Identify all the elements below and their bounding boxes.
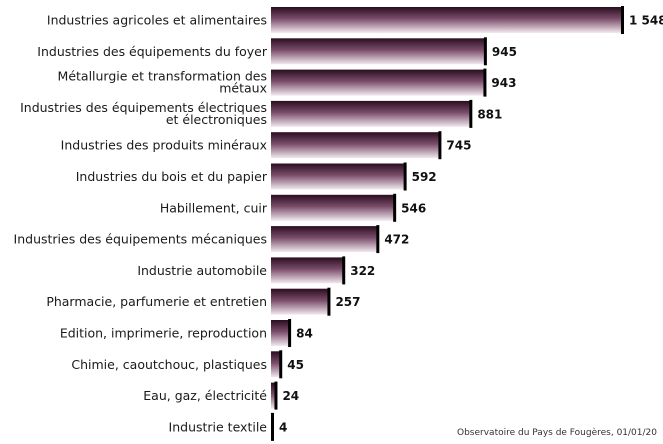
category-label-13: Eau, gaz, électricité: [143, 388, 267, 403]
category-label-1: Industries agricoles et alimentaires: [47, 13, 267, 28]
value-label-1: 1 548: [629, 14, 663, 28]
value-label-4: 881: [477, 107, 502, 121]
category-label-5: Industries des produits minéraux: [61, 138, 267, 153]
bar-end-cap-2: [484, 37, 487, 65]
bar-end-cap-5: [438, 131, 441, 159]
category-label-10: Pharmacie, parfumerie et entretien: [46, 294, 267, 309]
bar-7: [271, 195, 395, 221]
value-label-14: 4: [279, 420, 287, 434]
bar-end-cap-4: [469, 100, 472, 128]
bar-end-cap-14: [271, 413, 274, 441]
bar-end-cap-11: [288, 319, 291, 347]
bar-end-cap-8: [376, 225, 379, 253]
bar-3: [271, 70, 485, 96]
bar-10: [271, 289, 329, 315]
value-label-10: 257: [335, 295, 360, 309]
bar-end-cap-12: [279, 350, 282, 378]
category-label-4: Industries des équipements électriques et…: [20, 100, 267, 127]
category-label-8: Industries des équipements mécaniques: [14, 232, 267, 247]
bar-end-cap-10: [327, 288, 330, 316]
value-label-9: 322: [350, 264, 375, 278]
bar-11: [271, 320, 290, 346]
category-label-3: Métallurgie et transformation des métaux: [58, 69, 267, 96]
value-label-6: 592: [412, 170, 437, 184]
value-label-7: 546: [401, 201, 426, 215]
category-labels: Industries agricoles et alimentaires Indu…: [14, 13, 268, 435]
category-label-12: Chimie, caoutchouc, plastiques: [71, 357, 267, 372]
value-label-12: 45: [287, 358, 304, 372]
bars-group: [271, 6, 624, 441]
bar-4: [271, 101, 471, 127]
category-label-14: Industrie textile: [169, 419, 268, 434]
category-label-7: Habillement, cuir: [160, 200, 268, 215]
bar-end-cap-13: [274, 382, 277, 410]
category-label-6: Industries du bois et du papier: [76, 169, 268, 184]
value-label-5: 745: [446, 139, 471, 153]
bar-end-cap-1: [621, 6, 624, 34]
value-label-13: 24: [282, 389, 299, 403]
bar-end-cap-3: [483, 69, 486, 97]
bar-end-cap-6: [404, 163, 407, 191]
bar-end-cap-9: [342, 256, 345, 284]
category-label-9: Industrie automobile: [137, 263, 267, 278]
bar-5: [271, 132, 440, 158]
bar-2: [271, 38, 486, 64]
value-label-11: 84: [296, 327, 313, 341]
category-label-11: Edition, imprimerie, reproduction: [60, 326, 267, 341]
bar-8: [271, 226, 378, 252]
bar-9: [271, 257, 344, 283]
value-label-2: 945: [492, 45, 517, 59]
bar-6: [271, 164, 406, 190]
bar-end-cap-7: [393, 194, 396, 222]
value-label-8: 472: [384, 233, 409, 247]
source-note: Observatoire du Pays de Fougères, 01/01/…: [457, 428, 657, 438]
value-label-3: 943: [491, 76, 516, 90]
bar-1: [271, 7, 623, 33]
category-label-2: Industries des équipements du foyer: [37, 44, 268, 59]
